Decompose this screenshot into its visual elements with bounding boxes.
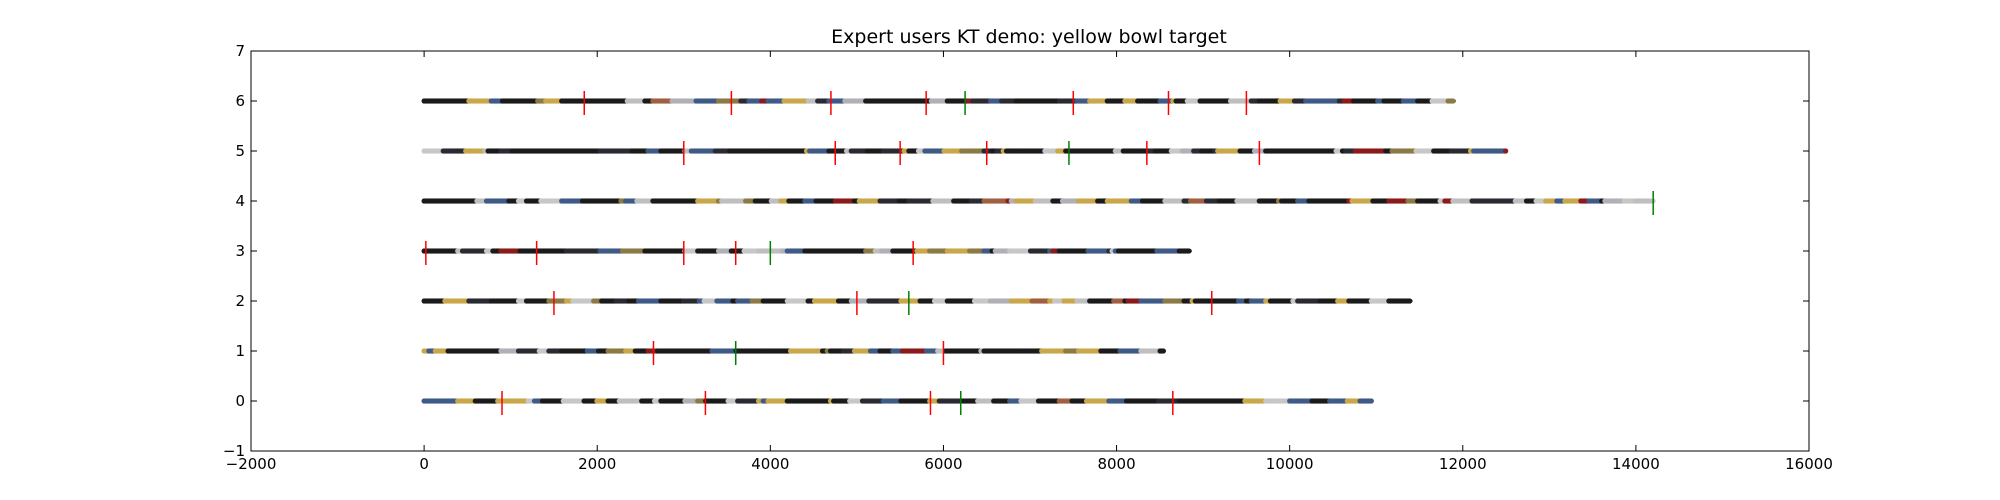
y-tick-label: 1 — [235, 342, 245, 360]
data-point — [1186, 248, 1192, 254]
x-tick-label: 6000 — [924, 455, 962, 473]
series-row-0 — [421, 398, 1374, 404]
data-point — [1503, 148, 1509, 154]
series-row-3 — [421, 248, 1192, 254]
series-row-1 — [421, 348, 1166, 354]
x-tick-label: 4000 — [751, 455, 789, 473]
series-row-6 — [421, 98, 1456, 104]
data-point — [1160, 348, 1166, 354]
x-tick-label: 2000 — [578, 455, 616, 473]
series-row-5 — [421, 148, 1509, 154]
data-point — [1450, 98, 1456, 104]
y-tick-label: 0 — [235, 392, 245, 410]
y-tick-label: 7 — [235, 42, 245, 60]
series-row-4 — [421, 198, 1656, 204]
series-row-2 — [421, 298, 1413, 304]
y-tick-label: −1 — [223, 442, 245, 460]
x-tick-label: 0 — [419, 455, 429, 473]
data-point — [1368, 398, 1374, 404]
x-tick-label: 16000 — [1785, 455, 1833, 473]
x-tick-label: 12000 — [1439, 455, 1487, 473]
data-point — [1407, 298, 1413, 304]
y-tick-label: 3 — [235, 242, 245, 260]
x-tick-label: 10000 — [1266, 455, 1314, 473]
y-tick-label: 4 — [235, 192, 245, 210]
x-tick-label: −2000 — [226, 455, 277, 473]
x-tick-label: 8000 — [1097, 455, 1135, 473]
x-tick-label: 14000 — [1612, 455, 1660, 473]
axes: −2000 0 2000 4000 6000 8000 10000 12000 14000 160… — [223, 42, 1833, 473]
y-tick-label: 5 — [235, 142, 245, 160]
y-tick-label: 2 — [235, 292, 245, 310]
plot-area — [421, 91, 1656, 415]
chart-title: Expert users KT demo: yellow bowl target — [831, 26, 1227, 48]
y-tick-label: 6 — [235, 92, 245, 110]
